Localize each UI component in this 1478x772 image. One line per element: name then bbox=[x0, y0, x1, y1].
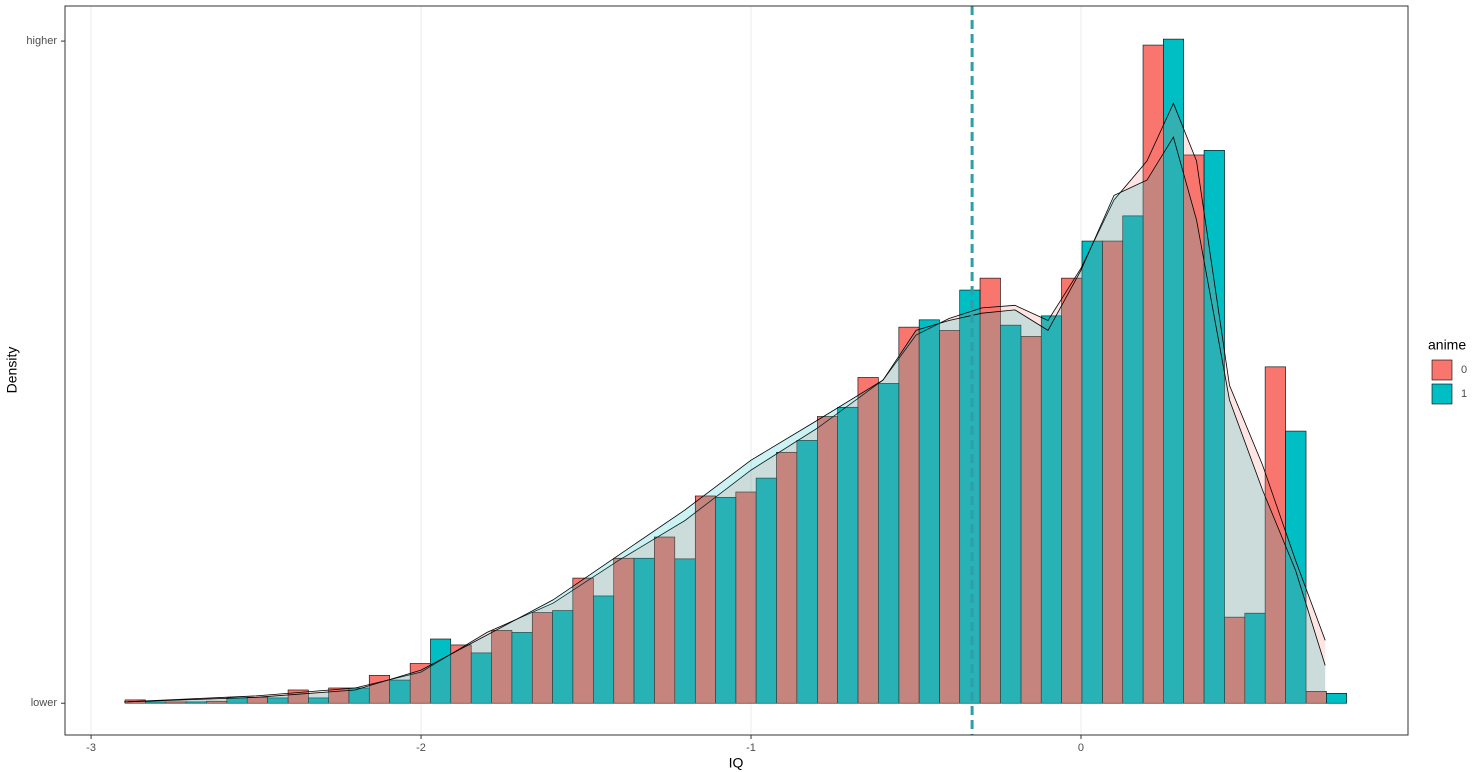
bar bbox=[1163, 38, 1184, 704]
bar bbox=[755, 477, 777, 704]
bar bbox=[430, 638, 452, 704]
bar bbox=[959, 289, 981, 704]
panel-border bbox=[64, 5, 1409, 736]
bar bbox=[1081, 240, 1103, 704]
legend-key bbox=[1431, 383, 1453, 405]
legend-label: 1 bbox=[1461, 388, 1467, 400]
density-line bbox=[124, 102, 1326, 703]
bar bbox=[1122, 215, 1144, 704]
bar bbox=[389, 679, 411, 704]
bar bbox=[837, 406, 859, 704]
density-area bbox=[124, 103, 1326, 704]
bar bbox=[185, 701, 207, 704]
bar bbox=[1000, 324, 1022, 704]
bar bbox=[796, 440, 818, 704]
bar bbox=[267, 697, 289, 704]
bar bbox=[145, 701, 166, 704]
legend-label: 0 bbox=[1461, 364, 1467, 376]
bar bbox=[470, 652, 492, 704]
bar bbox=[1244, 612, 1266, 704]
y-tick-label: lower bbox=[31, 697, 58, 709]
bar bbox=[552, 610, 574, 704]
x-tick-label: -1 bbox=[746, 742, 756, 754]
bar bbox=[592, 595, 615, 704]
bar bbox=[348, 687, 370, 704]
bar bbox=[308, 697, 329, 704]
bar bbox=[878, 383, 900, 704]
x-tick-label: -2 bbox=[416, 742, 426, 754]
bar bbox=[1326, 692, 1347, 704]
bar bbox=[918, 319, 940, 704]
legend-key bbox=[1431, 359, 1453, 381]
x-tick-label: -3 bbox=[86, 742, 96, 754]
y-axis-title: Density bbox=[4, 347, 20, 394]
bar bbox=[633, 557, 655, 704]
y-tick-label: higher bbox=[26, 35, 57, 47]
bar bbox=[715, 496, 737, 704]
density-line bbox=[124, 136, 1326, 703]
x-axis-title: IQ bbox=[729, 755, 744, 771]
bar bbox=[511, 632, 533, 704]
bar bbox=[1285, 430, 1307, 704]
x-tick-label: 0 bbox=[1078, 742, 1084, 754]
density-area bbox=[124, 137, 1326, 704]
bar bbox=[674, 558, 696, 704]
legend-title: anime bbox=[1428, 337, 1466, 353]
